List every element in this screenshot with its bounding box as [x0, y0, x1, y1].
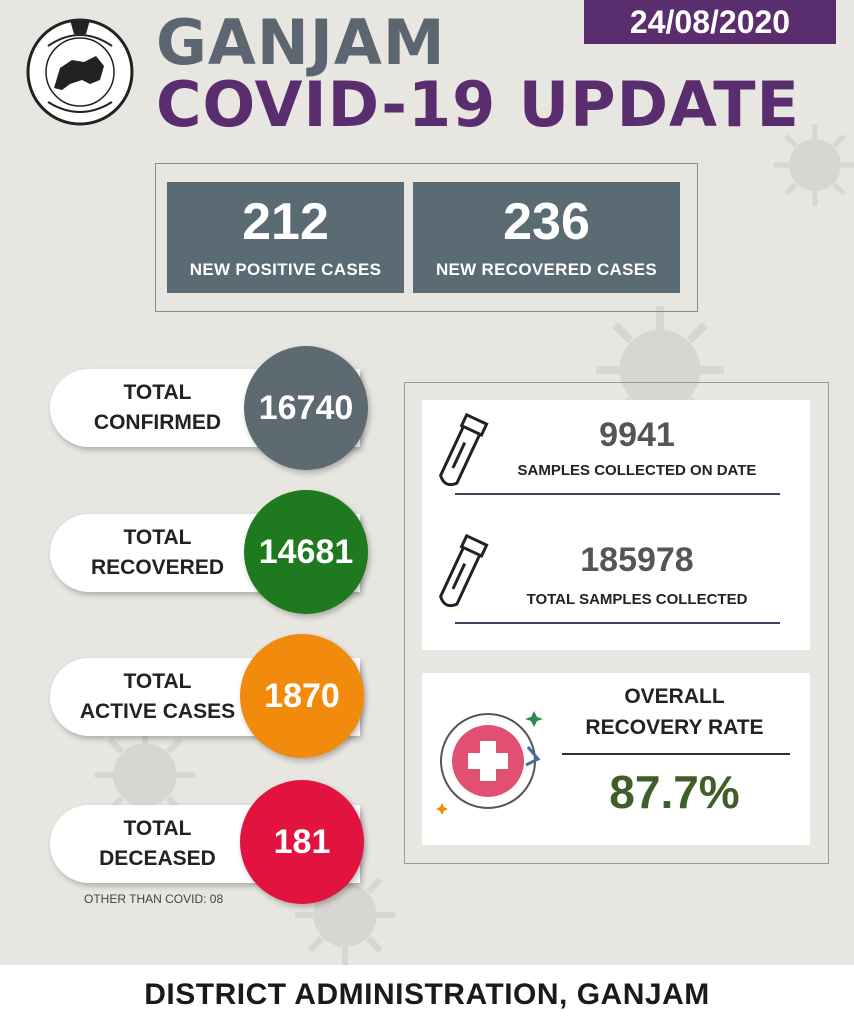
- samples-on-date-label: SAMPLES COLLECTED ON DATE: [517, 462, 757, 479]
- total-samples-label: TOTAL SAMPLES COLLECTED: [526, 591, 748, 608]
- samples-frame: [404, 382, 829, 864]
- infographic-panel: 24/08/2020 GANJAM COVID-19 UPDATE 212 NE…: [0, 0, 854, 965]
- new-positive-card: 212 NEW POSITIVE CASES: [167, 182, 404, 293]
- total-recovered-label: TOTAL RECOVERED: [90, 526, 225, 579]
- total-recovered-circle: 14681: [244, 490, 368, 614]
- new-positive-label: NEW POSITIVE CASES: [189, 260, 382, 279]
- divider: [562, 753, 790, 755]
- total-samples-value: 185978: [580, 541, 694, 579]
- recovery-rate-title: OVERALL RECOVERY RATE: [585, 685, 764, 739]
- recovery-rate-card: OVERALL RECOVERY RATE 87.7%: [422, 673, 810, 845]
- new-recovered-label: NEW RECOVERED CASES: [435, 260, 658, 279]
- update-title: COVID-19 UPDATE: [156, 68, 800, 141]
- district-title: GANJAM: [156, 6, 446, 79]
- test-tube-icon: [438, 533, 489, 608]
- new-positive-value: 212: [242, 193, 329, 251]
- date-badge: 24/08/2020: [584, 0, 836, 44]
- total-deceased-label: TOTAL DECEASED: [99, 817, 216, 870]
- footer-credit: DISTRICT ADMINISTRATION, GANJAM: [144, 978, 710, 1011]
- total-active-label: TOTAL ACTIVE CASES: [79, 670, 236, 723]
- divider: [455, 493, 780, 495]
- new-recovered-value: 236: [503, 193, 590, 251]
- divider: [455, 622, 780, 624]
- test-tube-icon: [438, 412, 489, 487]
- samples-card: 9941 SAMPLES COLLECTED ON DATE 185978 TO…: [422, 400, 810, 650]
- total-confirmed-label: TOTAL CONFIRMED: [93, 381, 222, 434]
- total-confirmed-circle: 16740: [244, 346, 368, 470]
- samples-on-date-value: 9941: [599, 416, 675, 454]
- total-active-circle: 1870: [240, 634, 364, 758]
- odisha-emblem-icon: [26, 18, 134, 126]
- total-samples-row: 185978 TOTAL SAMPLES COLLECTED: [422, 525, 810, 650]
- total-deceased-circle: 181: [240, 780, 364, 904]
- deceased-footnote: OTHER THAN COVID: 08: [84, 892, 224, 906]
- new-recovered-card: 236 NEW RECOVERED CASES: [413, 182, 680, 293]
- daily-stats-frame: [155, 163, 698, 312]
- samples-on-date-row: 9941 SAMPLES COLLECTED ON DATE: [422, 400, 810, 525]
- medical-cross-icon: [436, 711, 543, 815]
- recovery-rate-value: 87.7%: [609, 766, 740, 818]
